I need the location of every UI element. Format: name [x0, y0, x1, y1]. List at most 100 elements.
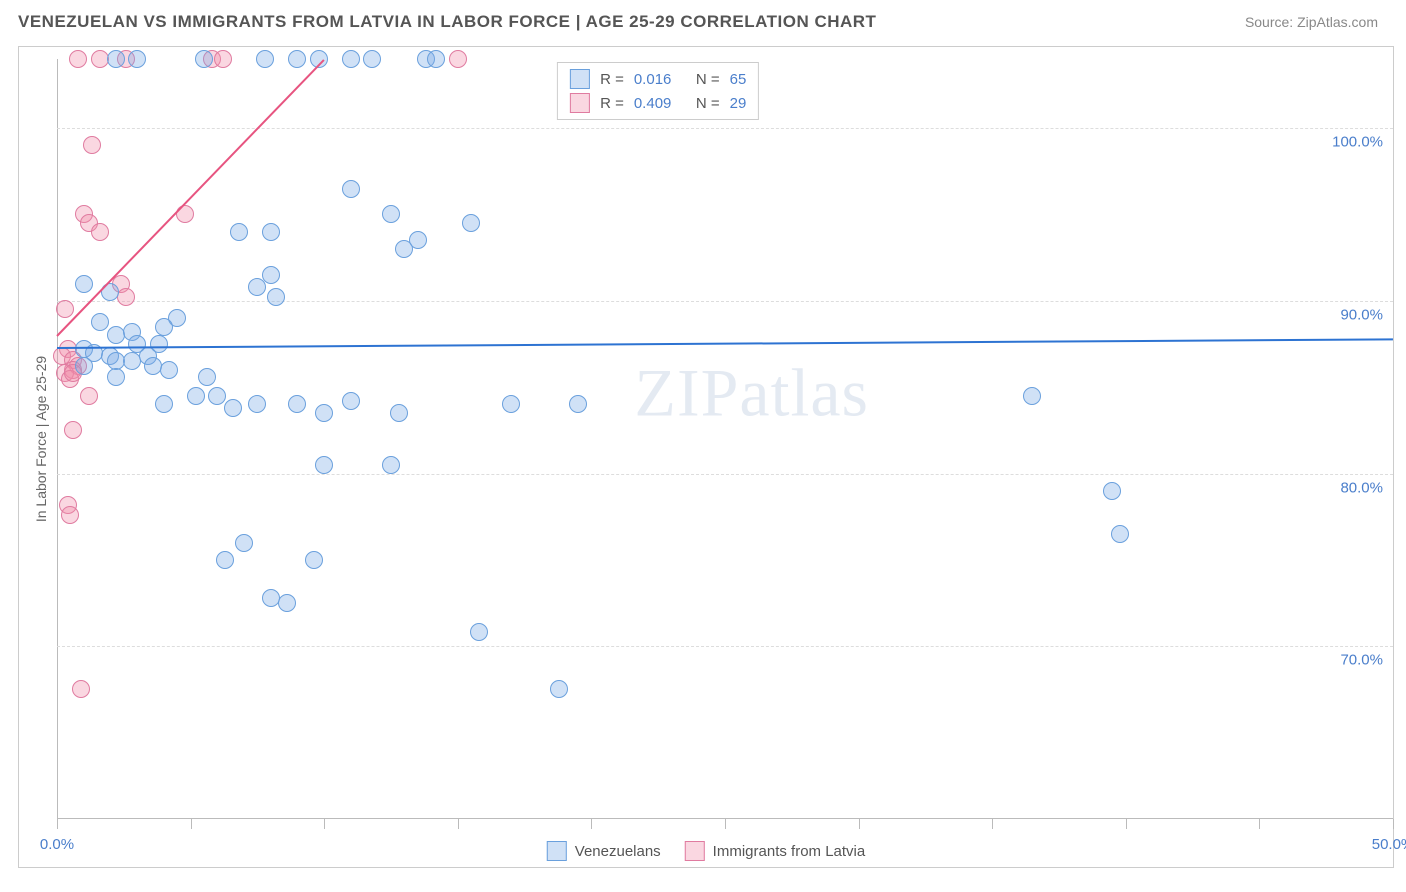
- venezuelans-marker: [75, 275, 93, 293]
- x-tick: [1126, 819, 1127, 829]
- x-tick: [992, 819, 993, 829]
- venezuelans-marker: [235, 534, 253, 552]
- venezuelans-marker: [363, 50, 381, 68]
- swatch-icon: [570, 93, 590, 113]
- latvia-marker: [214, 50, 232, 68]
- x-tick: [1393, 819, 1394, 829]
- venezuelans-marker: [569, 395, 587, 413]
- r-value: 0.016: [634, 71, 686, 88]
- swatch-icon: [570, 69, 590, 89]
- x-tick: [725, 819, 726, 829]
- venezuelans-marker: [144, 357, 162, 375]
- latvia-marker: [83, 136, 101, 154]
- venezuelans-marker: [382, 456, 400, 474]
- legend-label: Venezuelans: [575, 843, 661, 860]
- venezuelans-marker: [288, 50, 306, 68]
- latvia-marker: [91, 223, 109, 241]
- venezuelans-marker: [107, 368, 125, 386]
- x-tick: [324, 819, 325, 829]
- x-tick: [458, 819, 459, 829]
- latvia-marker: [80, 387, 98, 405]
- venezuelans-marker: [107, 50, 125, 68]
- latvia-marker: [56, 300, 74, 318]
- venezuelans-marker: [1111, 525, 1129, 543]
- venezuelans-marker: [198, 368, 216, 386]
- venezuelans-marker: [342, 180, 360, 198]
- x-tick: [191, 819, 192, 829]
- x-tick: [57, 819, 58, 829]
- correlation-row: R = 0.016 N = 65: [570, 67, 746, 91]
- venezuelans-marker: [155, 318, 173, 336]
- x-tick-label: 0.0%: [40, 836, 74, 853]
- venezuelans-marker: [216, 551, 234, 569]
- venezuelans-marker: [278, 594, 296, 612]
- swatch-icon: [685, 841, 705, 861]
- chart-container: In Labor Force | Age 25-29 ZIPatlas R = 0…: [18, 46, 1394, 868]
- legend-item: Venezuelans: [547, 841, 661, 861]
- venezuelans-marker: [342, 50, 360, 68]
- venezuelans-marker: [91, 313, 109, 331]
- venezuelans-marker: [208, 387, 226, 405]
- series-legend: Venezuelans Immigrants from Latvia: [547, 841, 865, 861]
- source-attribution: Source: ZipAtlas.com: [1245, 14, 1378, 30]
- venezuelans-marker: [230, 223, 248, 241]
- y-tick-label: 80.0%: [1340, 479, 1383, 496]
- venezuelans-marker: [409, 231, 427, 249]
- n-value: 29: [730, 95, 747, 112]
- venezuelans-marker: [315, 404, 333, 422]
- grid-line: [57, 301, 1393, 302]
- latvia-marker: [64, 421, 82, 439]
- venezuelans-marker: [1023, 387, 1041, 405]
- venezuelans-marker: [155, 395, 173, 413]
- venezuelans-marker: [195, 50, 213, 68]
- venezuelans-marker: [160, 361, 178, 379]
- venezuelans-marker: [248, 278, 266, 296]
- watermark: ZIPatlas: [634, 354, 869, 433]
- y-tick-label: 100.0%: [1332, 134, 1383, 151]
- grid-line: [57, 646, 1393, 647]
- n-value: 65: [730, 71, 747, 88]
- venezuelans-marker: [427, 50, 445, 68]
- swatch-icon: [547, 841, 567, 861]
- venezuelans-marker: [315, 456, 333, 474]
- venezuelans-marker: [470, 623, 488, 641]
- n-label: N =: [696, 95, 720, 112]
- grid-line: [57, 474, 1393, 475]
- venezuelans-marker: [288, 395, 306, 413]
- legend-item: Immigrants from Latvia: [685, 841, 866, 861]
- venezuelans-marker: [262, 223, 280, 241]
- x-tick: [859, 819, 860, 829]
- r-label: R =: [600, 71, 624, 88]
- y-tick-label: 70.0%: [1340, 652, 1383, 669]
- latvia-marker: [449, 50, 467, 68]
- legend-label: Immigrants from Latvia: [713, 843, 866, 860]
- venezuelans-marker: [1103, 482, 1121, 500]
- venezuelans-marker: [502, 395, 520, 413]
- venezuelans-marker: [382, 205, 400, 223]
- venezuelans-marker: [305, 551, 323, 569]
- venezuelans-marker: [342, 392, 360, 410]
- r-label: R =: [600, 95, 624, 112]
- plot-area: In Labor Force | Age 25-29 ZIPatlas R =0…: [57, 59, 1393, 819]
- x-tick: [591, 819, 592, 829]
- latvia-marker: [69, 50, 87, 68]
- n-label: N =: [696, 71, 720, 88]
- venezuelans-marker: [256, 50, 274, 68]
- r-value: 0.409: [634, 95, 686, 112]
- x-tick: [1259, 819, 1260, 829]
- venezuelans-marker: [390, 404, 408, 422]
- venezuelans-marker: [128, 50, 146, 68]
- venezuelans-marker: [550, 680, 568, 698]
- venezuelans-marker: [75, 357, 93, 375]
- venezuelans-marker: [248, 395, 266, 413]
- y-axis: [57, 59, 58, 819]
- venezuelans-marker: [187, 387, 205, 405]
- latvia-marker: [61, 506, 79, 524]
- x-tick-label: 50.0%: [1372, 836, 1406, 853]
- latvia-marker: [72, 680, 90, 698]
- correlation-row: R = 0.409 N = 29: [570, 91, 746, 115]
- y-axis-label: In Labor Force | Age 25-29: [33, 356, 49, 522]
- venezuelans-marker: [224, 399, 242, 417]
- venezuelans-trend-line: [57, 339, 1393, 350]
- latvia-marker: [117, 288, 135, 306]
